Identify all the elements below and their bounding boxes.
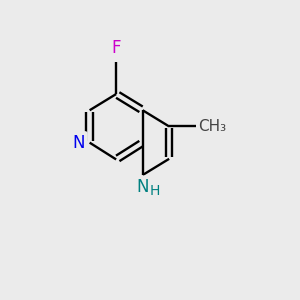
Text: N: N	[73, 134, 85, 152]
Text: F: F	[111, 39, 121, 57]
Text: N: N	[136, 178, 149, 196]
Text: H: H	[149, 184, 160, 198]
Text: CH₃: CH₃	[199, 119, 227, 134]
